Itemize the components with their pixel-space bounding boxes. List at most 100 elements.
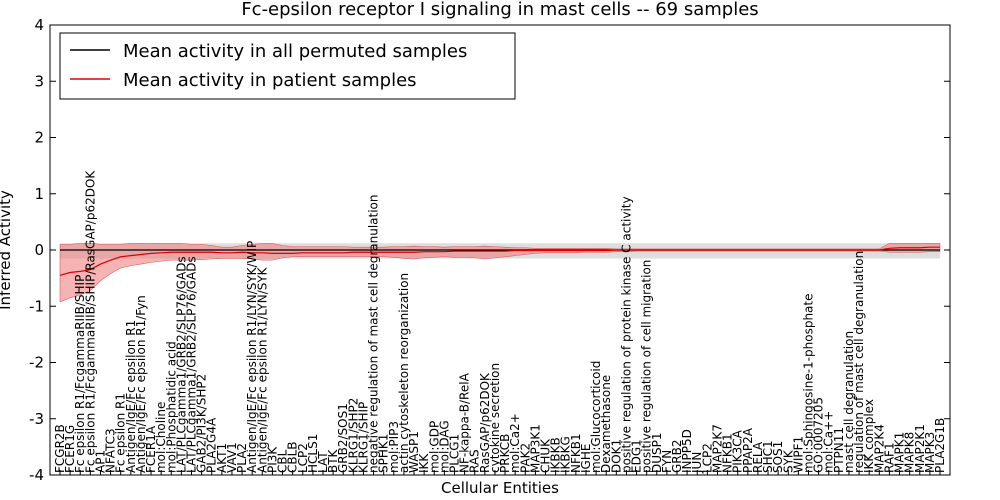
x-tick-label: RAF1 — [882, 442, 896, 473]
x-tick-label: Fc epsilon R1 — [114, 393, 128, 473]
x-tick-label: mol:Ca2+ — [508, 413, 522, 473]
x-tick-label: Antigen/IgE/Fc epsilon R1 — [124, 320, 138, 473]
x-axis-label: Cellular Entities — [441, 479, 559, 497]
x-tick-label: LCP2 — [700, 443, 714, 473]
y-tick-label: -2 — [29, 354, 44, 372]
x-tick-label: mol:Ca++ — [822, 411, 836, 473]
x-tick-label: CHUK — [539, 438, 553, 473]
y-tick-label: 1 — [34, 185, 44, 203]
x-tick-label: mol:DAG — [437, 420, 451, 473]
x-tick-label: regulation of mast cell degranulation — [852, 251, 866, 473]
x-tick-label: CBL — [276, 449, 290, 473]
x-tick-label: LAT/PLCgamma1/GRB2/SLP76/GADs — [174, 256, 188, 473]
x-tick-label: PI3K — [265, 446, 279, 473]
x-tick-label: JUN — [690, 452, 704, 474]
x-tick-label: SHC1 — [761, 440, 775, 473]
x-tick-label: FCER1A — [144, 425, 158, 473]
x-tick-label: PLA2 — [235, 443, 249, 473]
y-tick-label: 3 — [34, 72, 44, 90]
x-tick-label: MAP3K1 — [528, 424, 542, 473]
x-tick-label: AKT1 — [215, 443, 229, 473]
x-tick-label: KLRG1/SHIP — [356, 402, 370, 473]
x-tick-label: RasGAP/p62DOK — [478, 372, 492, 473]
x-tick-label: mol:PIP3 — [387, 421, 401, 473]
x-tick-label: DUSP1 — [650, 432, 664, 473]
x-tick-label: EDG1 — [630, 439, 644, 473]
x-tick-label: MAP2K4 — [872, 424, 886, 473]
x-tick-label: positive regulation of cell migration — [640, 260, 654, 473]
chart-title: Fc-epsilon receptor I signaling in mast … — [241, 0, 758, 20]
x-tick-label: PRKCB — [498, 434, 512, 473]
x-tick-label: PIK3CA — [731, 429, 745, 473]
x-tick-label: FYN — [660, 450, 674, 473]
x-tick-label: mol:Choline — [154, 402, 168, 473]
x-tick-label: CBLB — [286, 441, 300, 473]
x-tick-label: RELA — [751, 441, 765, 473]
y-tick-label: 4 — [34, 16, 44, 34]
x-tick-label: NFATC3 — [104, 428, 118, 473]
x-tick-label: IKK — [417, 453, 431, 473]
x-tick-label: BTK — [326, 448, 340, 473]
x-tick-label: MAP2K1 — [913, 424, 927, 473]
x-tick-label: NF-kappa-B/RelA — [458, 372, 472, 473]
x-tick-label: PTPN11 — [832, 427, 846, 473]
x-tick-label: FCGR2B — [53, 424, 67, 473]
x-tick-label: WASP1 — [407, 431, 421, 473]
x-tick-label: IKBKG — [559, 436, 573, 473]
x-tick-label: NFKB1 — [721, 433, 735, 473]
x-tick-label: IKK complex — [862, 399, 876, 473]
x-tick-label: MAPK1 — [893, 432, 907, 473]
patient-confidence-band — [59, 242, 941, 303]
x-tick-label: KLRG1/SHP2 — [346, 398, 360, 473]
x-tick-label: mol:Glucocorticoid — [589, 361, 603, 473]
plot-area — [59, 242, 941, 303]
x-tick-label: SYK — [781, 449, 795, 473]
x-tick-label: Fc epsilon R1/FcgammaRIIB/SHIP/RasGAP/p6… — [83, 170, 97, 473]
x-tick-label: VAV1 — [225, 442, 239, 473]
x-tick-label: MAP2K7 — [710, 424, 724, 473]
x-tick-label: mol:Sphingosine-1-phosphate — [802, 294, 816, 474]
x-tick-label: MAPK3 — [923, 432, 937, 473]
x-tick-label: GRB2 — [670, 439, 684, 473]
x-tick-label: MAPK8 — [903, 432, 917, 473]
legend: Mean activity in all permuted samples Me… — [59, 32, 516, 100]
x-tick-label: IKBKB — [549, 437, 563, 473]
legend-box — [59, 32, 516, 100]
legend-label-permuted: Mean activity in all permuted samples — [123, 41, 467, 62]
x-tick-label: PLCG1 — [447, 434, 461, 473]
x-tick-label: actin cytoskeleton reorganization — [397, 273, 411, 473]
y-tick-label: -4 — [29, 466, 44, 484]
x-tick-label: mol:Phosphatidic acid — [164, 341, 178, 473]
x-tick-label: SPHK1 — [377, 434, 391, 473]
y-axis-label: Inferred Activity — [0, 190, 14, 310]
x-tick-label: PLA2G1B — [933, 418, 947, 473]
x-tick-label: GRB2/SOS1 — [336, 403, 350, 473]
x-tick-label: Antigen/IgE/Fc epsilon R1/LYN/SYK/WIP — [245, 241, 259, 473]
x-tick-label: LAT/PLCgamma1/GRB2/SLP76/GADs — [184, 256, 198, 473]
x-tick-label: PAK2 — [518, 443, 532, 473]
x-tick-label: PLA2G4A — [205, 417, 219, 473]
x-tick-label: Dexamethasone — [599, 375, 613, 473]
x-tick-label: negative regulation of mast cell degranu… — [367, 194, 381, 473]
plot-frame — [49, 24, 951, 476]
x-tick-label: PPAP2A — [741, 427, 755, 473]
x-tick-label: IGHE — [579, 444, 593, 473]
x-tick-label: LAT — [316, 451, 330, 473]
x-tick-label: mol:GDP — [427, 421, 441, 473]
x-tick-label: GAB2/PI3K/SHP2 — [195, 374, 209, 473]
y-tick-label: 2 — [34, 129, 44, 147]
y-tick-label: 0 — [34, 241, 44, 259]
y-tick-label: -3 — [29, 410, 44, 428]
series-line-patient — [59, 246, 940, 276]
x-tick-label: FCER1G — [63, 425, 77, 473]
x-tick-label: DOK1 — [609, 439, 623, 473]
x-tick-label: Antigen/IgE/Fc epsilon R1/LYN/SYK — [255, 266, 269, 473]
x-tick-label: INPP5D — [680, 429, 694, 473]
x-tick-label: NFKB1 — [569, 433, 583, 473]
x-tick-label: SOS1 — [771, 441, 785, 473]
x-tick-label: Fc epsilon R1/FcgammaRIIB/SHIP — [73, 275, 87, 473]
x-tick-label: positive regulation of protein kinase C … — [619, 196, 633, 473]
x-tick-label: WIPF1 — [791, 436, 805, 473]
